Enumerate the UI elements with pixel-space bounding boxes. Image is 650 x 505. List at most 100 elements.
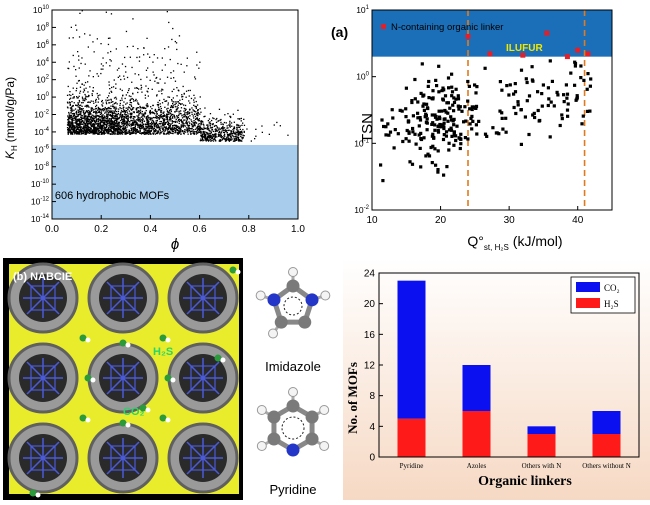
kh-point <box>112 110 114 112</box>
tsn-point <box>384 133 388 137</box>
kh-point <box>181 117 184 119</box>
kh-point <box>177 62 179 65</box>
kh-point <box>220 132 223 134</box>
kh-point <box>97 120 99 123</box>
kh-point <box>197 111 199 114</box>
kh-point <box>136 115 138 117</box>
kh-point <box>132 98 134 101</box>
kh-point <box>85 129 87 131</box>
kh-point <box>204 107 206 109</box>
kh-point <box>87 119 89 121</box>
kh-point <box>234 139 236 142</box>
kh-point <box>131 112 133 115</box>
kh-point <box>124 126 126 128</box>
kh-point <box>117 133 119 135</box>
kh-point <box>168 126 170 128</box>
kh-point <box>176 108 178 110</box>
tsn-point <box>519 68 524 72</box>
kh-point <box>178 102 180 104</box>
kh-point <box>197 110 199 112</box>
aromatic-ring <box>281 416 305 440</box>
kh-point <box>136 124 139 126</box>
kh-point <box>67 116 69 118</box>
kh-point <box>124 116 127 118</box>
kh-point <box>122 122 124 124</box>
x-tick-label: 0.4 <box>143 224 157 235</box>
kh-point <box>100 130 102 132</box>
kh-point <box>172 101 174 103</box>
kh-point <box>194 125 196 127</box>
x-axis-label-main: Q° <box>467 233 484 249</box>
kh-point <box>134 121 136 123</box>
kh-point <box>139 105 141 108</box>
kh-point <box>113 112 115 114</box>
kh-point <box>77 104 79 106</box>
kh-point <box>112 123 115 125</box>
kh-point <box>136 130 138 132</box>
kh-point <box>205 138 208 140</box>
tick-exponent: 2 <box>46 75 50 81</box>
ring-atom <box>286 399 300 413</box>
kh-point <box>139 110 141 112</box>
kh-point <box>171 130 173 132</box>
kh-point <box>114 109 116 111</box>
kh-point <box>175 110 177 112</box>
kh-point <box>109 133 111 135</box>
kh-point <box>225 130 227 132</box>
kh-point <box>209 113 212 115</box>
kh-point <box>157 82 160 84</box>
kh-point <box>86 116 88 118</box>
kh-point <box>133 116 136 118</box>
kh-point <box>180 107 183 109</box>
tsn-point <box>444 110 448 114</box>
hydrogen-atom <box>256 441 267 451</box>
kh-point <box>118 67 120 69</box>
tsn-point <box>436 149 440 153</box>
guest-atom <box>214 354 222 362</box>
kh-point <box>164 106 166 108</box>
kh-point <box>192 132 194 134</box>
kh-point <box>90 115 92 117</box>
kh-point <box>82 119 84 121</box>
kh-point <box>95 129 97 131</box>
kh-point <box>235 132 237 134</box>
kh-point <box>147 122 149 124</box>
guest-atom <box>159 334 167 342</box>
guest-hydrogen <box>85 337 91 343</box>
tsn-point <box>416 111 420 115</box>
kh-point <box>208 139 210 141</box>
kh-point <box>77 106 79 108</box>
kh-point <box>76 96 78 98</box>
kh-point <box>190 130 192 132</box>
kh-point <box>94 121 97 124</box>
kh-point <box>134 129 136 131</box>
kh-point <box>121 119 124 121</box>
kh-point <box>125 131 127 133</box>
kh-point <box>220 134 222 136</box>
kh-point <box>139 107 141 109</box>
kh-point <box>177 116 180 118</box>
kh-point <box>218 108 221 110</box>
kh-point <box>99 94 101 96</box>
kh-point <box>124 129 126 131</box>
kh-point <box>121 115 123 117</box>
kh-point <box>67 131 69 134</box>
kh-point <box>81 109 83 111</box>
tsn-point <box>440 109 444 113</box>
kh-point <box>108 112 110 114</box>
kh-point <box>240 120 242 122</box>
kh-point <box>120 112 122 114</box>
kh-point <box>110 130 112 133</box>
kh-point <box>76 124 79 126</box>
kh-point <box>159 133 161 135</box>
kh-point <box>241 136 243 139</box>
kh-point <box>110 129 112 131</box>
y-tick-label: 1010 <box>33 5 50 15</box>
tsn-point <box>430 113 434 117</box>
kh-point <box>87 127 89 130</box>
kh-point <box>100 43 102 45</box>
kh-point <box>93 129 95 132</box>
kh-point <box>122 131 124 134</box>
kh-point <box>67 122 69 124</box>
kh-point <box>170 118 172 120</box>
